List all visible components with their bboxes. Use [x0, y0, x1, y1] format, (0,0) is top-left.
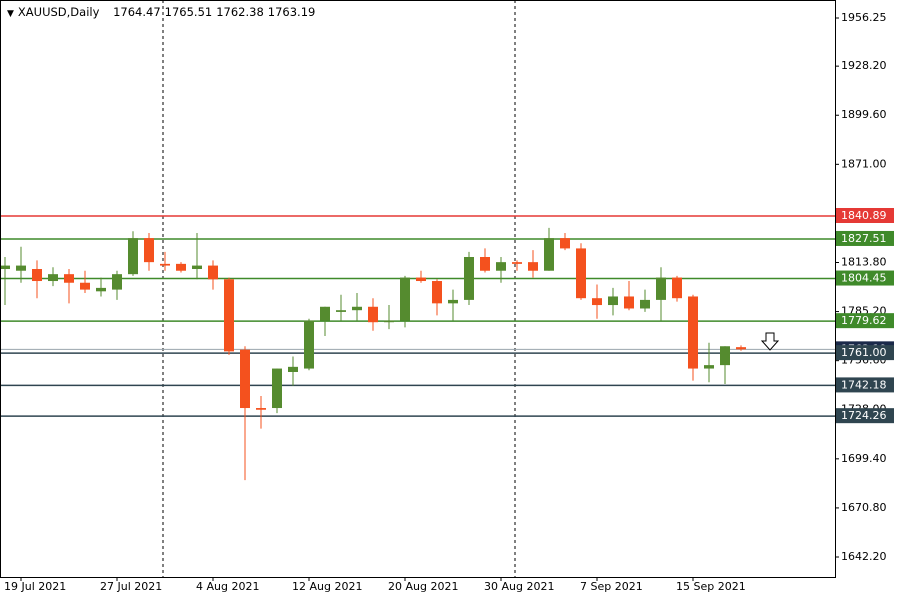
level-label-box	[836, 313, 894, 329]
y-tick-label: 1899.60	[841, 108, 887, 121]
candle-body	[304, 320, 314, 369]
candle-body	[576, 248, 586, 299]
candle-body	[32, 269, 42, 282]
candle-body	[624, 296, 634, 309]
candle-body	[192, 265, 202, 270]
y-tick-label: 1956.25	[841, 11, 887, 24]
x-tick-label: 7 Sep 2021	[580, 580, 643, 593]
candle-body	[128, 238, 138, 275]
level-label: 1827.51	[841, 232, 887, 245]
candle-body	[208, 265, 218, 280]
dropdown-triangle: ▼	[7, 9, 14, 19]
candle-body	[368, 306, 378, 323]
x-tick-label: 19 Jul 2021	[4, 580, 66, 593]
candle-body	[96, 287, 106, 292]
candle-body	[336, 310, 346, 312]
candle-body	[272, 368, 282, 409]
candle-body	[144, 238, 154, 263]
candle-body	[48, 274, 58, 282]
candle-body	[448, 299, 458, 304]
candle-body	[544, 238, 554, 271]
y-tick-label: 1813.80	[841, 255, 887, 268]
open-value: 1764.47	[113, 5, 161, 19]
candle-body	[240, 349, 250, 409]
candle-body	[16, 265, 26, 271]
candle-body	[320, 306, 330, 321]
candle-body	[352, 306, 362, 311]
close-value: 1763.19	[267, 5, 316, 19]
y-tick-label: 1699.40	[841, 452, 887, 465]
high-value: 1765.51	[164, 5, 213, 19]
x-tick-label: 20 Aug 2021	[388, 580, 458, 593]
candle-body	[432, 281, 442, 304]
plot-frame	[0, 0, 836, 578]
symbol: XAUUSD,Daily	[17, 5, 100, 19]
candle-body	[160, 263, 170, 266]
candle-body	[608, 296, 618, 306]
candle-body	[80, 282, 90, 290]
level-label-box	[836, 230, 894, 246]
level-label: 1742.18	[841, 378, 887, 391]
candle-body	[736, 347, 746, 350]
level-label: 1804.45	[841, 272, 887, 285]
candle-body	[496, 262, 506, 271]
x-tick-label: 27 Jul 2021	[100, 580, 162, 593]
level-label-box	[836, 377, 894, 393]
candle-body	[720, 346, 730, 366]
x-tick-label: 4 Aug 2021	[196, 580, 259, 593]
candle-body	[224, 279, 234, 352]
y-tick-label: 1928.20	[841, 59, 887, 72]
y-tick-label: 1871.00	[841, 157, 887, 170]
candle-body	[256, 408, 266, 410]
candle-body	[528, 262, 538, 271]
candle-body	[416, 277, 426, 282]
candle-body	[592, 298, 602, 306]
candle-body	[112, 274, 122, 290]
level-label-box	[836, 207, 894, 223]
candle-body	[656, 277, 666, 300]
candle-body	[672, 277, 682, 299]
candle-body	[384, 320, 394, 323]
y-tick-label: 1642.20	[841, 550, 887, 563]
x-tick-label: 15 Sep 2021	[676, 580, 746, 593]
level-label: 1840.89	[841, 209, 887, 222]
candle-body	[560, 238, 570, 249]
candle-body	[64, 274, 74, 283]
sell-arrow-icon	[760, 332, 780, 351]
candle-body	[176, 263, 186, 271]
level-label: 1761.00	[841, 346, 887, 359]
candle-body	[512, 262, 522, 264]
level-label: 1779.62	[841, 314, 887, 327]
candle-body	[640, 299, 650, 309]
y-tick-label: 1670.80	[841, 501, 887, 514]
candle-body	[464, 256, 474, 300]
low-value: 1762.38	[216, 5, 264, 19]
candle-body	[400, 277, 410, 321]
candle-body	[288, 366, 298, 372]
candle-body	[704, 365, 714, 369]
level-label-box	[836, 270, 894, 286]
candle-body	[688, 296, 698, 369]
candle-body	[480, 256, 490, 271]
x-tick-label: 30 Aug 2021	[484, 580, 554, 593]
level-label-box	[836, 408, 894, 424]
chart-header: ▼ XAUUSD,Daily 1764.47 1765.51 1762.38 1763.…	[7, 5, 319, 19]
x-tick-label: 12 Aug 2021	[292, 580, 362, 593]
candle-body	[0, 265, 10, 270]
level-label-box	[836, 345, 894, 361]
level-label: 1724.26	[841, 409, 887, 422]
